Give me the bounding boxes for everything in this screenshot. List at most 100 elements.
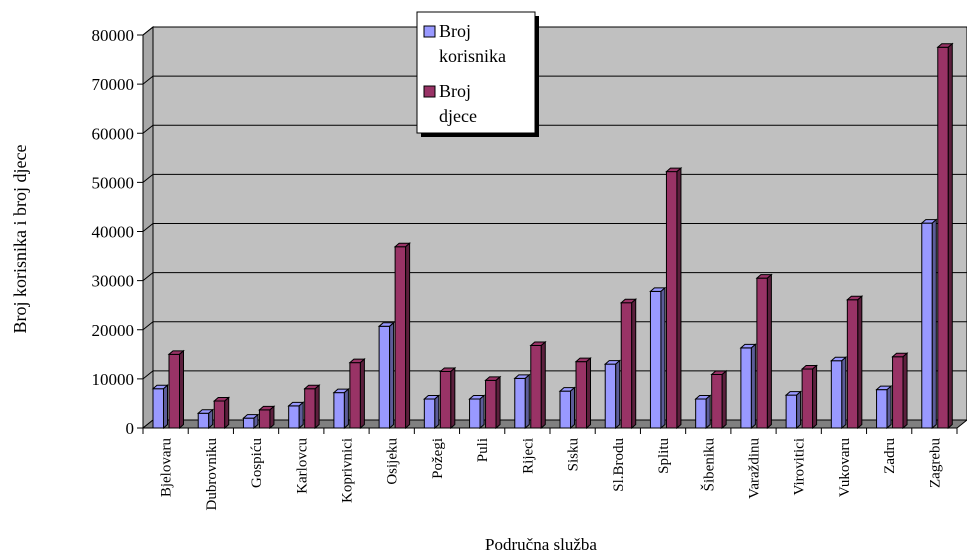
bar-front <box>333 392 345 429</box>
bar-side <box>812 364 818 430</box>
bar-side <box>179 349 184 430</box>
bar <box>287 401 305 430</box>
bar-front <box>394 246 407 429</box>
bar-side <box>479 394 485 430</box>
x-tick-label: Zadru <box>882 438 898 474</box>
x-tick-label: Osijeku <box>385 438 401 485</box>
y-tick-label: 40000 <box>92 223 135 242</box>
gridline <box>142 75 967 85</box>
bar-front <box>485 379 497 429</box>
bar-side <box>586 357 591 430</box>
gridline <box>142 223 967 232</box>
bar <box>423 394 441 430</box>
bar <box>800 364 818 430</box>
x-tick-label: Požegi <box>430 438 446 479</box>
bar-side <box>705 394 711 430</box>
bar-side <box>524 373 530 430</box>
y-tick-label: 10000 <box>92 370 135 389</box>
legend-label: korisnika <box>439 46 506 66</box>
bar-side <box>253 413 259 430</box>
legend: Broj korisnika Broj djece <box>416 11 539 137</box>
bar <box>891 352 909 430</box>
legend-label: Broj <box>439 81 471 101</box>
bar <box>348 358 366 430</box>
x-tick-label: Splitu <box>656 438 672 474</box>
bar-front <box>649 290 662 429</box>
bar <box>694 394 712 430</box>
y-tick-label: 30000 <box>92 272 135 291</box>
bar-front <box>423 398 436 429</box>
bar-front <box>740 347 752 429</box>
bar-side <box>224 396 230 430</box>
y-tick-label: 70000 <box>92 75 135 94</box>
legend-box <box>416 11 536 134</box>
y-tick-label: 0 <box>126 419 135 438</box>
bar-front <box>830 360 843 429</box>
bar <box>468 394 486 430</box>
bar <box>558 386 576 430</box>
bar-side <box>570 386 575 430</box>
bar-side <box>389 321 395 430</box>
gridline <box>142 26 967 36</box>
bar <box>739 343 757 430</box>
bar <box>619 298 638 430</box>
x-tick-label: Sl.Brodu <box>611 438 627 492</box>
bar <box>439 366 457 430</box>
bar <box>529 340 547 430</box>
bar-front <box>469 398 481 429</box>
x-axis: Bjelovaru Dubrovniku Gospiću Karlovcu Kopriv… <box>142 427 958 511</box>
bar <box>846 295 864 430</box>
bar-side <box>721 369 727 430</box>
bar-front <box>892 356 904 429</box>
bar <box>875 385 893 430</box>
bar-front <box>288 405 300 429</box>
x-tick-label: Sisku <box>566 438 582 472</box>
x-tick-label: Puli <box>475 438 491 462</box>
bar-front <box>349 362 361 429</box>
bar-front <box>876 389 888 429</box>
bar-side <box>796 390 802 430</box>
bar <box>303 384 321 430</box>
bar-side <box>269 405 275 430</box>
y-tick-label: 20000 <box>92 321 135 340</box>
bar-front <box>530 344 542 429</box>
bar-front <box>604 363 617 429</box>
bar <box>665 166 683 430</box>
bar-front <box>711 373 723 429</box>
bar <box>710 369 728 430</box>
bar-front <box>756 277 768 429</box>
bar <box>513 373 531 430</box>
x-tick-label: Koprivnici <box>340 438 356 503</box>
bar-side <box>841 356 847 430</box>
x-tick-label: Vukovaru <box>837 438 853 498</box>
bar <box>393 242 411 430</box>
bar <box>936 42 954 430</box>
bar-front <box>213 400 226 429</box>
bar-front <box>258 409 271 429</box>
bar-front <box>695 398 707 429</box>
y-tick-label: 50000 <box>92 173 135 192</box>
bar-front <box>665 171 678 429</box>
bar-side <box>750 343 756 430</box>
bar-side <box>208 408 214 430</box>
gridline <box>142 272 967 282</box>
bar-side <box>766 273 772 430</box>
x-tick-label: Zagrebu <box>927 438 943 488</box>
bar <box>830 356 848 430</box>
bar <box>151 384 169 430</box>
bar-side <box>631 298 637 430</box>
bar-side <box>886 385 892 430</box>
bar-side <box>298 401 304 430</box>
x-tick-label: Rijeci <box>520 438 536 474</box>
bar-side <box>540 340 546 430</box>
bar <box>212 396 231 430</box>
bar-front <box>785 394 798 429</box>
x-tick-label: Šibeniku <box>700 438 717 492</box>
bar <box>242 413 260 430</box>
bar-front <box>620 302 633 429</box>
bar <box>649 286 667 430</box>
bar <box>574 357 592 430</box>
bar-front <box>152 388 164 429</box>
bar-front <box>304 388 316 429</box>
bar <box>332 388 350 430</box>
